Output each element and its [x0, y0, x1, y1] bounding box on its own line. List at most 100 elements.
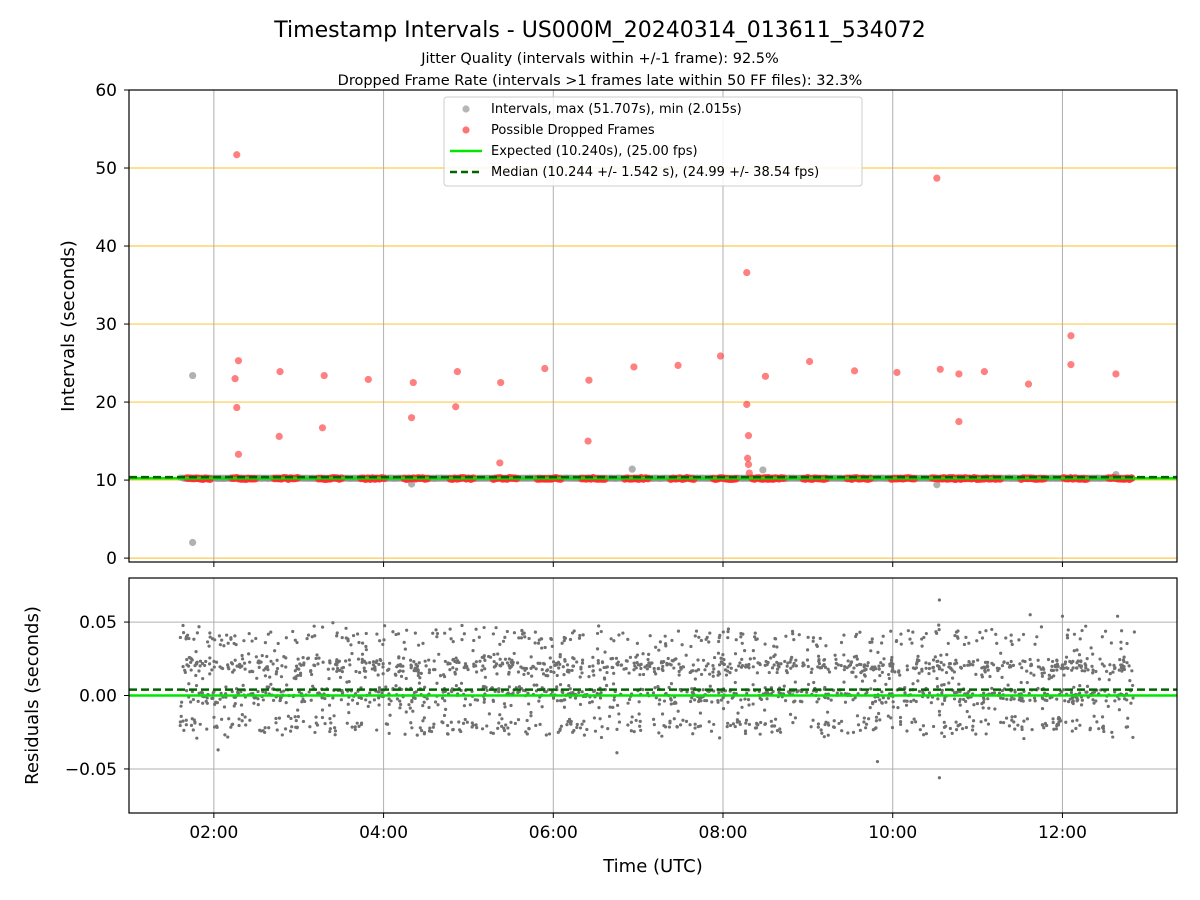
residual-point: [661, 668, 665, 673]
residual-point: [184, 723, 188, 727]
residual-point: [755, 671, 759, 675]
residual-point: [502, 702, 507, 706]
residual-point: [404, 710, 408, 714]
residual-point: [276, 641, 280, 646]
residual-point: [419, 728, 424, 733]
residual-point: [836, 663, 840, 667]
residual-point: [890, 655, 894, 660]
residual-point: [690, 696, 694, 700]
residual-point: [920, 644, 924, 648]
residual-point: [667, 725, 672, 729]
residual-point: [891, 700, 895, 704]
residual-point: [1131, 696, 1135, 700]
residual-point: [1109, 641, 1113, 645]
residual-point: [939, 653, 943, 657]
residual-point: [881, 696, 885, 700]
residual-point: [236, 690, 240, 694]
residual-point: [630, 715, 634, 719]
residual-point: [710, 700, 714, 704]
residual-point: [670, 638, 674, 643]
residual-point: [752, 656, 756, 660]
residual-point: [818, 636, 822, 640]
residual-point: [699, 672, 704, 677]
residual-point: [1119, 629, 1124, 633]
residual-point: [701, 658, 706, 662]
residual-point: [233, 634, 237, 638]
residual-point: [751, 665, 755, 669]
residual-point: [532, 683, 536, 687]
residual-point: [651, 691, 656, 695]
residual-point: [1022, 719, 1026, 723]
residual-point: [380, 691, 384, 695]
residual-point: [740, 657, 744, 661]
residual-point: [526, 671, 530, 675]
residual-point: [984, 732, 988, 736]
residual-point: [256, 697, 260, 701]
residual-point: [523, 635, 527, 639]
residual-point: [218, 643, 222, 647]
residual-point: [189, 723, 194, 727]
residual-point: [220, 638, 224, 642]
residual-point: [460, 623, 464, 628]
legend-swatch-intervals: [462, 105, 470, 113]
residual-point: [1083, 669, 1087, 673]
dropped-frame-point: [893, 368, 901, 377]
residual-point: [960, 727, 965, 731]
residual-point: [1071, 701, 1075, 706]
residual-point: [1084, 663, 1088, 667]
residual-point: [196, 699, 200, 703]
residual-point: [880, 690, 884, 694]
residual-point: [507, 685, 511, 689]
residual-point: [967, 641, 971, 645]
residual-point: [945, 652, 949, 657]
residual-point: [269, 659, 273, 663]
residual-point: [421, 719, 425, 723]
residual-point: [678, 723, 683, 727]
residual-point: [980, 675, 984, 679]
residual-point: [1020, 666, 1024, 670]
residual-point: [816, 725, 820, 729]
residual-point: [656, 684, 660, 689]
residual-point: [487, 712, 492, 716]
residual-point: [667, 685, 671, 690]
residual-point: [256, 689, 260, 694]
residual-point: [1025, 717, 1029, 721]
residual-point: [679, 667, 683, 671]
residual-point: [189, 657, 194, 661]
residual-point: [204, 659, 208, 664]
residual-point: [639, 728, 643, 732]
residual-point: [522, 666, 527, 670]
residual-point: [1047, 673, 1051, 677]
residual-point: [1091, 671, 1095, 675]
residual-point: [1070, 668, 1074, 672]
residual-point: [755, 721, 759, 725]
residual-point: [871, 668, 876, 672]
residual-point: [707, 720, 711, 724]
residual-point: [634, 666, 638, 670]
residual-point: [502, 726, 506, 730]
residual-point: [512, 651, 516, 656]
residual-point: [605, 665, 609, 669]
residual-point: [639, 666, 643, 671]
residual-point: [501, 662, 505, 666]
residual-point: [353, 727, 357, 732]
residual-point: [837, 721, 841, 726]
residual-point: [983, 670, 987, 674]
residual-point: [1013, 714, 1017, 719]
residual-point: [855, 663, 859, 667]
residual-point: [451, 658, 455, 662]
residual-point: [333, 726, 337, 730]
residual-point: [266, 632, 270, 636]
residual-point: [898, 715, 903, 720]
residual-point: [748, 657, 752, 661]
residual-point: [383, 624, 387, 628]
residual-point: [940, 668, 944, 672]
residual-point: [335, 658, 339, 662]
residual-point: [413, 666, 417, 670]
residual-point: [986, 668, 990, 672]
residual-point: [357, 724, 361, 728]
residual-point: [1052, 727, 1056, 731]
residual-point: [612, 698, 616, 702]
residual-point: [693, 634, 697, 638]
residual-point: [1111, 735, 1115, 739]
